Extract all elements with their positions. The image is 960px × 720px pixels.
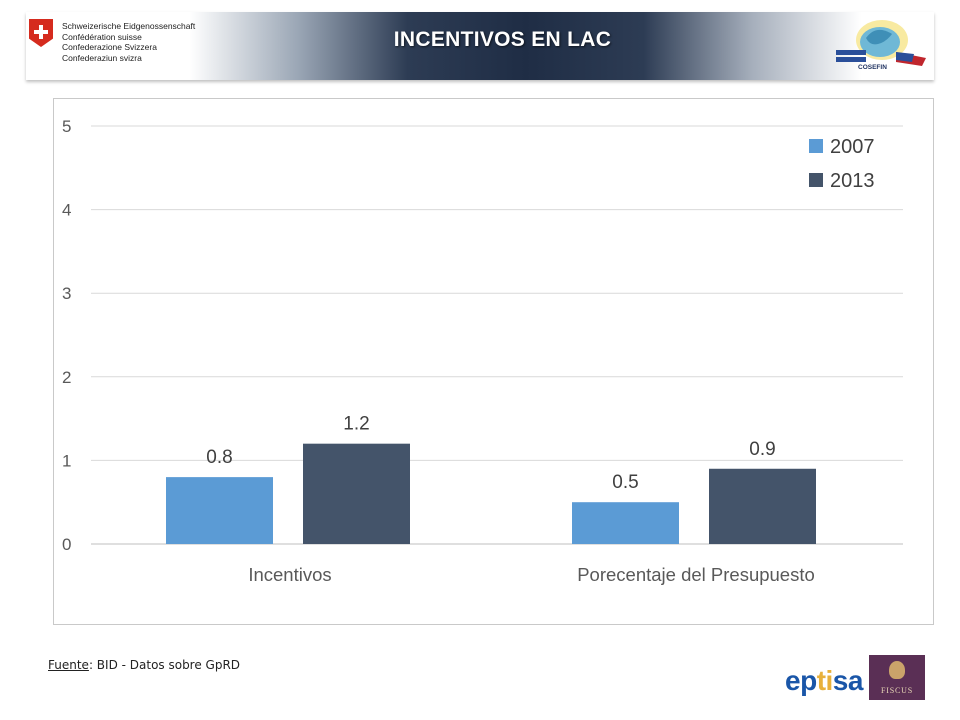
eptisa-logo-text: sa <box>832 665 864 696</box>
data-label: 0.8 <box>206 447 232 468</box>
category-label: Incentivos <box>248 564 331 585</box>
bar-2007 <box>166 477 273 544</box>
legend-swatch-2007 <box>809 139 823 153</box>
legend-swatch-2013 <box>809 173 823 187</box>
bar-2013 <box>303 443 410 544</box>
legend-label: 2007 <box>830 136 875 158</box>
bar-chart: 0 1 2 3 4 5 0.8 1.2 Incentivos 0.5 0.9 Porecentaje … <box>62 117 903 585</box>
confederation-line: Schweizerische Eidgenossenschaft <box>62 21 196 31</box>
eptisa-logo-text-accent: ti <box>816 665 834 696</box>
confederation-line: Confederaziun svizra <box>62 52 142 63</box>
swiss-confederation-text: Schweizerische Eidgenossenschaft Confédé… <box>62 21 195 63</box>
source-text: : BID - Datos sobre GpRD <box>88 658 241 672</box>
data-label: 0.5 <box>612 472 638 493</box>
legend-label: 2013 <box>830 170 875 192</box>
eptisa-logo-text: ep <box>785 665 817 696</box>
y-tick-label: 0 <box>62 535 71 554</box>
bar-2013 <box>709 468 816 544</box>
category-label: Porecentaje del Presupuesto <box>577 564 815 585</box>
cosefin-logo-icon <box>836 20 926 66</box>
y-tick-label: 3 <box>62 284 71 303</box>
page-title: INCENTIVOS EN LAC <box>393 28 612 51</box>
y-tick-label: 1 <box>62 451 71 470</box>
y-tick-label: 4 <box>62 201 71 220</box>
fiscus-emblem-icon <box>889 661 905 679</box>
confederation-line: Confederazione Svizzera <box>62 42 157 52</box>
data-label: 0.9 <box>749 439 775 460</box>
fiscus-logo-text: FISCUS <box>881 686 913 695</box>
source-label: Fuente <box>48 658 89 672</box>
cosefin-logo-text: COSEFIN <box>858 64 887 71</box>
chart-frame: 0 1 2 3 4 5 0.8 1.2 Incentivos 0.5 0.9 Porecentaje … <box>53 98 934 625</box>
y-tick-label: 2 <box>62 368 71 387</box>
y-tick-label: 5 <box>62 117 71 136</box>
header-banner <box>26 12 934 80</box>
data-label: 1.2 <box>343 414 369 435</box>
source-note: Fuente: BID - Datos sobre GpRD <box>48 658 240 672</box>
eptisa-logo: eptisa <box>785 665 863 697</box>
confederation-line: Confédération suisse <box>62 31 142 42</box>
bar-2007 <box>572 502 679 544</box>
fiscus-logo: FISCUS <box>869 655 925 700</box>
